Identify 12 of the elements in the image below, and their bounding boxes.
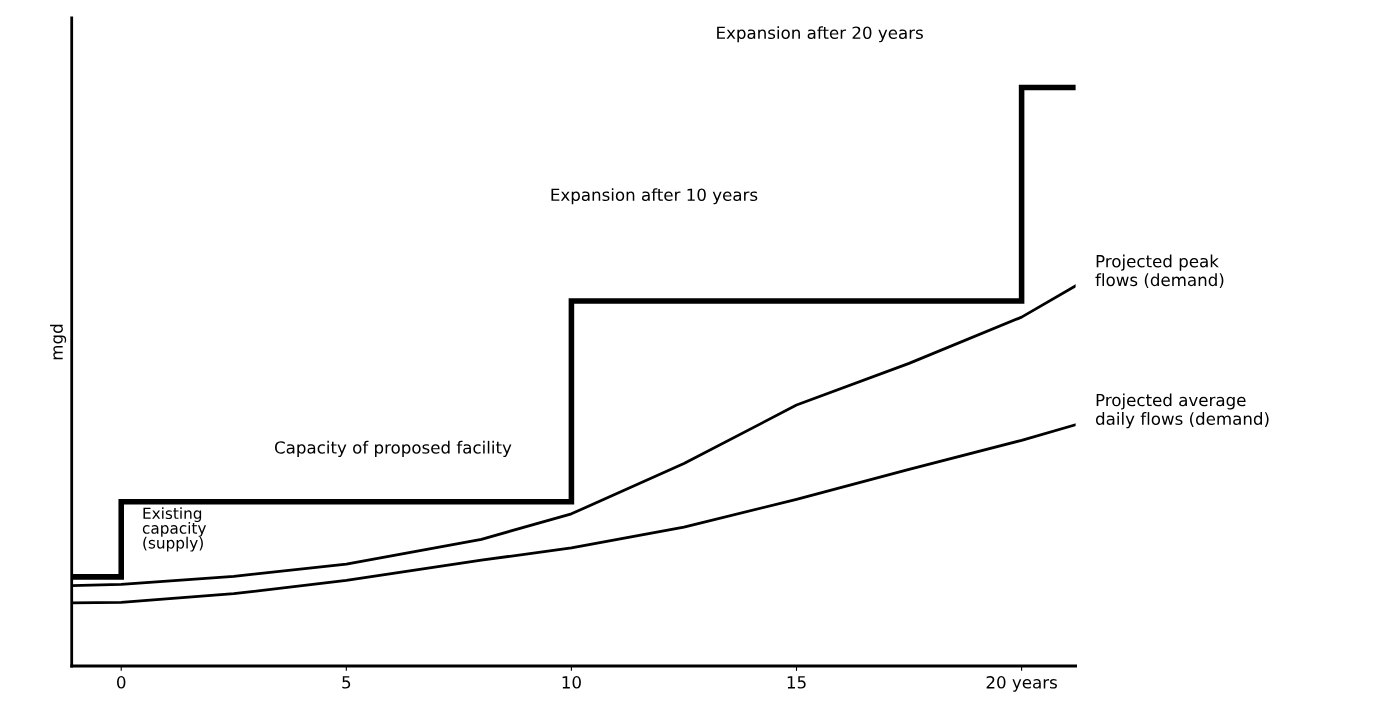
x-tick-label: 20 years bbox=[986, 676, 1057, 692]
x-tick-label: 0 bbox=[117, 676, 126, 689]
x-tick-label: 15 bbox=[787, 676, 806, 689]
x-tick-label: 5 bbox=[342, 676, 351, 689]
text: Expansion after 20 years bbox=[717, 26, 923, 43]
annotation: Capacity of proposed facility bbox=[274, 440, 512, 457]
y-axis-title: mgd bbox=[50, 324, 67, 360]
series-label: Projected peak flows (demand) bbox=[1095, 254, 1224, 289]
series-label: Projected average daily flows (demand) bbox=[1095, 393, 1269, 429]
x-tick-label: 10 bbox=[562, 676, 581, 689]
annotation: Expansion after 10 years bbox=[551, 188, 758, 205]
annotation: Existing capacity (supply) bbox=[142, 507, 207, 552]
